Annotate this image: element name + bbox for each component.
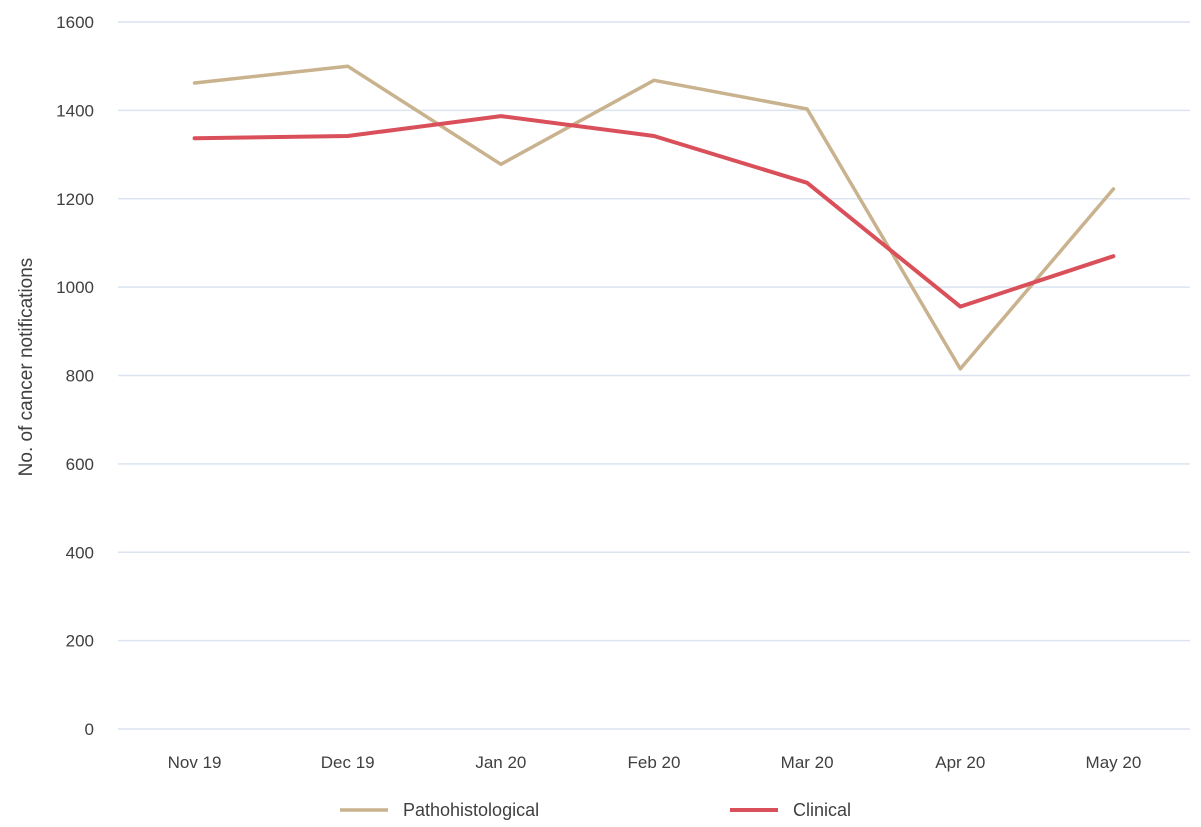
- series-lines: [192, 64, 1116, 371]
- x-tick-label: Apr 20: [935, 753, 985, 772]
- y-tick-label: 1400: [56, 101, 94, 120]
- data-point-clinical: [499, 114, 503, 118]
- y-tick-label: 0: [85, 720, 94, 739]
- y-axis-title: No. of cancer notifications: [16, 258, 37, 477]
- data-point-pathohistological: [1111, 187, 1115, 191]
- y-tick-label: 200: [66, 632, 94, 651]
- y-tick-label: 1000: [56, 278, 94, 297]
- x-tick-label: Dec 19: [321, 753, 375, 772]
- series-line-clinical: [192, 114, 1116, 309]
- data-point-clinical: [805, 181, 809, 185]
- data-point-pathohistological: [652, 78, 656, 82]
- gridlines: [118, 21, 1190, 730]
- series-line-pathohistological: [192, 64, 1116, 371]
- data-point-clinical: [652, 134, 656, 138]
- data-point-clinical: [958, 305, 962, 309]
- x-tick-label: Nov 19: [168, 753, 222, 772]
- data-point-pathohistological: [499, 162, 503, 166]
- data-point-pathohistological: [805, 107, 809, 111]
- x-tick-label: Feb 20: [628, 753, 681, 772]
- x-tick-label: Mar 20: [781, 753, 834, 772]
- y-tick-label: 400: [66, 543, 94, 562]
- data-point-pathohistological: [346, 64, 350, 68]
- y-tick-label: 600: [66, 455, 94, 474]
- legend: Pathohistological Clinical: [340, 800, 851, 820]
- y-tick-label: 800: [66, 367, 94, 386]
- y-tick-label: 1200: [56, 190, 94, 209]
- y-axis-ticks: 0 200 400 600 800 1000 1200 1400 1600: [56, 13, 94, 739]
- y-tick-label: 1600: [56, 13, 94, 32]
- data-point-clinical: [193, 136, 197, 140]
- x-tick-label: May 20: [1086, 753, 1142, 772]
- x-tick-label: Jan 20: [475, 753, 526, 772]
- data-point-clinical: [346, 134, 350, 138]
- x-axis-ticks: Nov 19 Dec 19 Jan 20 Feb 20 Mar 20 Apr 20 May …: [168, 753, 1142, 772]
- data-point-pathohistological: [958, 367, 962, 371]
- data-point-clinical: [1111, 254, 1115, 258]
- data-point-pathohistological: [193, 81, 197, 85]
- legend-label-clinical: Clinical: [793, 800, 851, 820]
- legend-label-pathohistological: Pathohistological: [403, 800, 539, 820]
